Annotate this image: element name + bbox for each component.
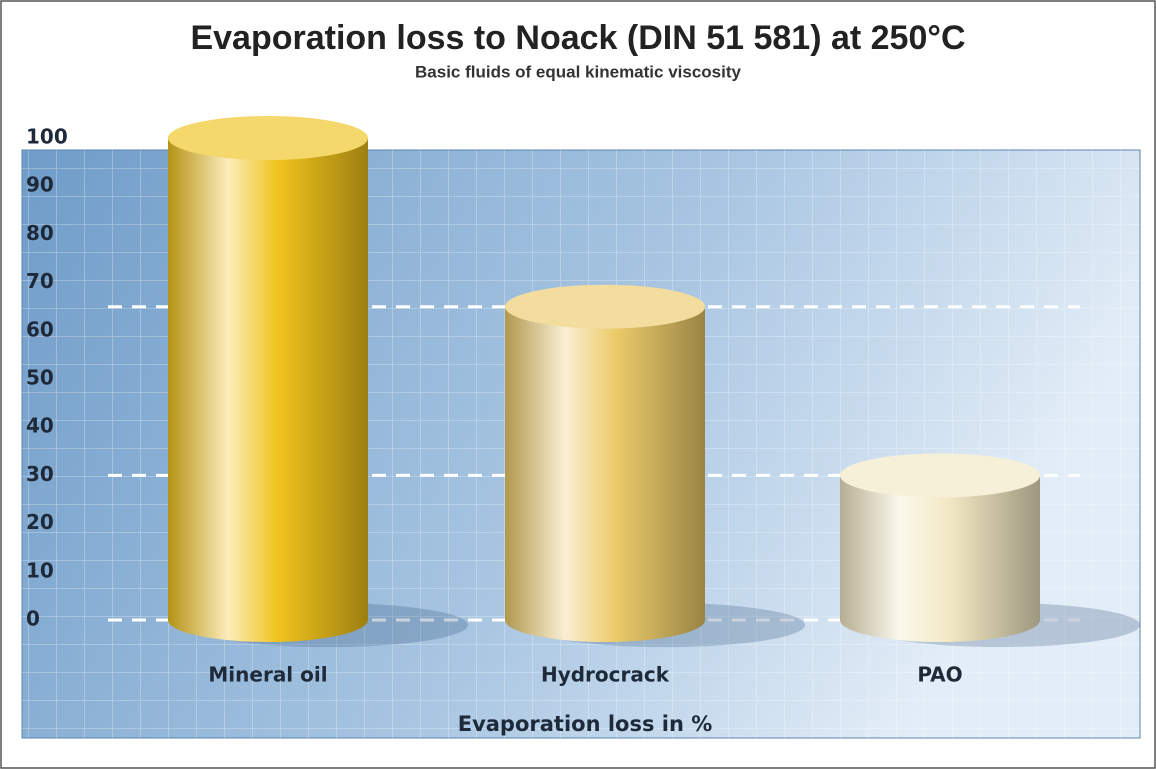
x-tick-label: PAO [917, 663, 962, 687]
bar [840, 475, 1040, 642]
x-axis-label: Evaporation loss in % [458, 712, 713, 736]
x-tick-label: Mineral oil [208, 663, 327, 687]
bar-top [168, 116, 368, 160]
bar [168, 138, 368, 642]
bar [505, 306, 705, 642]
y-tick-label: 0 [26, 607, 40, 631]
y-tick-label: 100 [26, 125, 68, 149]
y-tick-label: 40 [26, 414, 54, 438]
chart-subtitle: Basic fluids of equal kinematic viscosit… [415, 62, 741, 81]
y-tick-label: 30 [26, 462, 54, 486]
bar-layer [168, 116, 1140, 647]
y-tick-label: 60 [26, 317, 54, 341]
y-tick-label: 10 [26, 558, 54, 582]
y-tick-label: 50 [26, 366, 54, 390]
y-tick-label: 90 [26, 173, 54, 197]
y-tick-label: 80 [26, 221, 54, 245]
y-tick-label: 70 [26, 269, 54, 293]
y-tick-label: 20 [26, 510, 54, 534]
chart-title: Evaporation loss to Noack (DIN 51 581) a… [190, 19, 965, 57]
bar-top [840, 453, 1040, 498]
bar-top [505, 284, 705, 329]
x-tick-label: Hydrocrack [541, 663, 670, 687]
